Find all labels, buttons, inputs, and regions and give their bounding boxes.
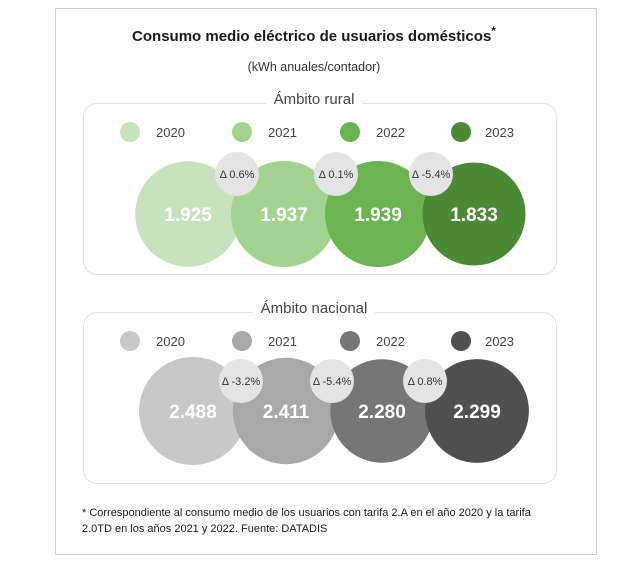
rural-delta-badge-3 — [409, 152, 453, 196]
nacional-value-label-2023: 2.299 — [453, 402, 501, 423]
nacional-legend-swatch-2023 — [451, 331, 471, 351]
panel-title-nacional: Ámbito nacional — [0, 300, 628, 317]
rural-legend-swatch-2022 — [340, 122, 360, 142]
rural-legend-label-2020: 2020 — [156, 125, 185, 140]
rural-bubble-2021 — [231, 161, 337, 267]
nacional-delta-badge-2 — [310, 359, 354, 403]
nacional-value-label-2021: 2.411 — [263, 402, 310, 423]
title-footnote-mark: * — [491, 24, 496, 38]
footnote: * Correspondiente al consumo medio de lo… — [82, 507, 531, 535]
nacional-bubble-2023 — [425, 359, 529, 463]
rural-delta-label-2: Δ 0.1% — [319, 169, 354, 181]
rural-delta-label-3: Δ -5.4% — [412, 169, 451, 181]
nacional-legend-swatch-2020 — [120, 331, 140, 351]
nacional-delta-badge-3 — [403, 359, 447, 403]
rural-legend-label-2022: 2022 — [376, 125, 405, 140]
nacional-legend-label-2023: 2023 — [485, 334, 514, 349]
rural-value-label-2022: 1.939 — [354, 205, 402, 226]
panel-title-rural: Ámbito rural — [0, 91, 628, 108]
nacional-legend-label-2020: 2020 — [156, 334, 185, 349]
rural-delta-badge-2 — [314, 152, 358, 196]
rural-legend-swatch-2021 — [232, 122, 252, 142]
rural-delta-badge-1 — [215, 152, 259, 196]
nacional-legend-label-2021: 2021 — [268, 334, 297, 349]
rural-value-label-2023: 1.833 — [450, 205, 498, 226]
rural-legend-swatch-2020 — [120, 122, 140, 142]
nacional-delta-label-1: Δ -3.2% — [222, 376, 261, 388]
nacional-value-label-2020: 2.488 — [169, 402, 217, 423]
rural-legend-swatch-2023 — [451, 122, 471, 142]
nacional-delta-badge-1 — [219, 359, 263, 403]
nacional-value-label-2022: 2.280 — [358, 402, 406, 423]
nacional-legend-swatch-2022 — [340, 331, 360, 351]
rural-value-label-2020: 1.925 — [164, 205, 212, 226]
rural-value-label-2021: 1.937 — [260, 205, 308, 226]
nacional-delta-label-3: Δ 0.8% — [408, 376, 443, 388]
chart-title: Consumo medio eléctrico de usuarios domé… — [132, 24, 496, 45]
rural-bubble-2020 — [135, 161, 241, 267]
rural-legend-label-2023: 2023 — [485, 125, 514, 140]
rural-delta-label-1: Δ 0.6% — [220, 169, 255, 181]
rural-bubble-2023 — [422, 162, 526, 266]
chart-subtitle: (kWh anuales/contador) — [247, 60, 381, 74]
nacional-legend-label-2022: 2022 — [376, 334, 405, 349]
nacional-legend-swatch-2021 — [232, 331, 252, 351]
rural-legend-label-2021: 2021 — [268, 125, 297, 140]
nacional-delta-label-2: Δ -5.4% — [313, 376, 352, 388]
